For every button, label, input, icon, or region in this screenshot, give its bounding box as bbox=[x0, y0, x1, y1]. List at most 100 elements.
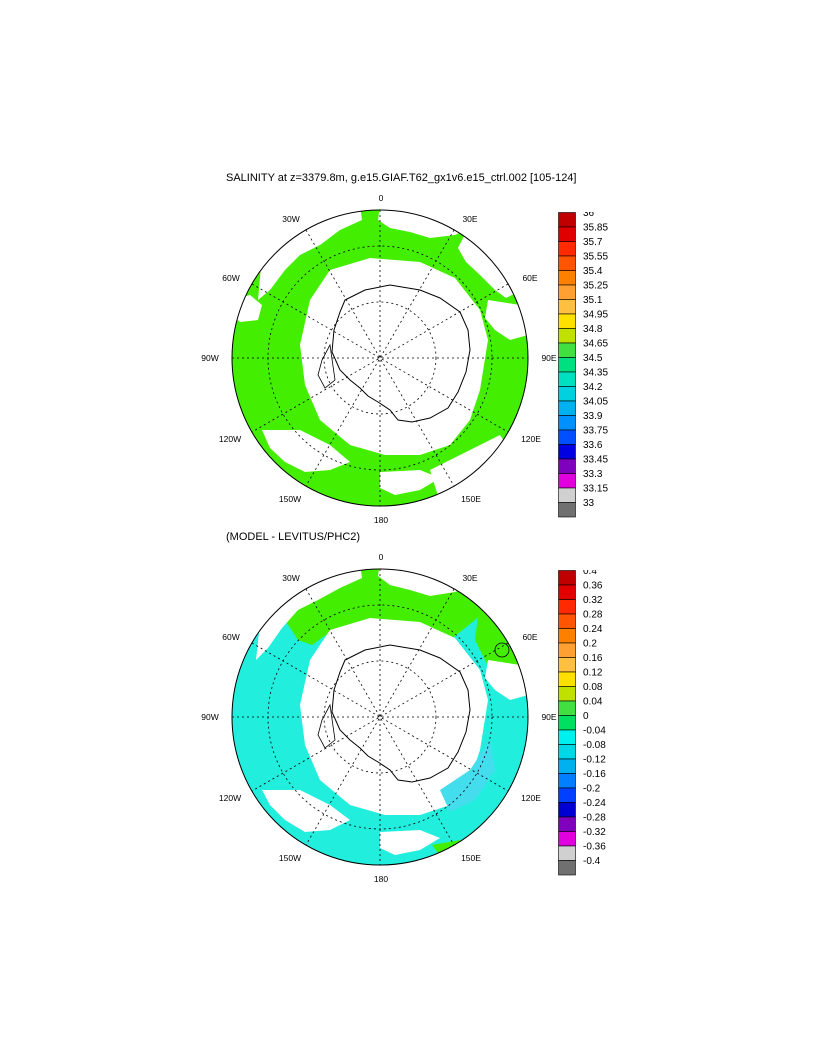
panel2-colorbar-label: -0.32 bbox=[583, 827, 606, 838]
panel1-colorbar-label: 35.85 bbox=[583, 223, 608, 234]
panel1-colorbar-swatch bbox=[558, 458, 576, 474]
p2-lon-120w: 120W bbox=[218, 793, 242, 803]
panel1-colorbar-swatch bbox=[558, 342, 576, 358]
panel2-colorbar-swatch bbox=[558, 758, 576, 774]
panel2-colorbar: 0.4 0.36 0.32 0.28 0.24 0.2 0.16 0.12 0.08 0.04 0 -… bbox=[558, 566, 628, 892]
panel1-colorbar-swatch bbox=[558, 299, 576, 315]
panel1-title: SALINITY at z=3379.8m, g.e15.GIAF.T62_gx… bbox=[226, 172, 577, 184]
panel2-colorbar-swatch bbox=[558, 628, 576, 644]
panel2-colorbar-label: 0.16 bbox=[583, 653, 603, 664]
panel2-colorbar-label: 0.24 bbox=[583, 624, 603, 635]
panel2-graticule bbox=[232, 569, 528, 865]
panel1-colorbar-label: 35.4 bbox=[583, 266, 603, 277]
panel2-colorbar-swatch bbox=[558, 613, 576, 629]
panel1-colorbar-swatch bbox=[558, 255, 576, 271]
p1-lon-150e: 150E bbox=[461, 494, 481, 504]
panel1-colorbar-label: 33.15 bbox=[583, 484, 608, 495]
panel1-colorbar-label: 33.3 bbox=[583, 469, 603, 480]
panel1-colorbar-label: 35.55 bbox=[583, 252, 608, 263]
panel2-title: (MODEL - LEVITUS/PHC2) bbox=[226, 531, 361, 543]
panel2-colorbar-label: 0 bbox=[583, 711, 589, 722]
panel1-colorbar-label: 34.5 bbox=[583, 353, 603, 364]
p1-lon-120e: 120E bbox=[521, 434, 541, 444]
p2-lon-60e: 60E bbox=[522, 632, 538, 642]
panel2-colorbar-swatch bbox=[558, 729, 576, 745]
panel1-colorbar-label: 33.9 bbox=[583, 411, 603, 422]
panel2-colorbar-swatch bbox=[558, 642, 576, 658]
p2-lon-180: 180 bbox=[373, 874, 389, 884]
panel2-colorbar-swatch bbox=[558, 831, 576, 847]
panel2-colorbar-label: -0.24 bbox=[583, 798, 606, 809]
panel2-colorbar-swatch bbox=[558, 570, 576, 586]
p1-lon-150w: 150W bbox=[278, 494, 302, 504]
panel2-colorbar-label: -0.4 bbox=[583, 856, 601, 867]
panel1-colorbar-swatch bbox=[558, 226, 576, 242]
panel2-colorbar-swatch bbox=[558, 802, 576, 818]
panel2-colorbar-label: 0.28 bbox=[583, 610, 603, 621]
p2-lon-90w: 90W bbox=[201, 712, 219, 722]
panel1-colorbar-label: 33.45 bbox=[583, 455, 608, 466]
p1-lon-0: 0 bbox=[378, 193, 384, 203]
panel1-colorbar-swatch bbox=[558, 284, 576, 300]
p2-lon-30e: 30E bbox=[462, 573, 478, 583]
panel1-colorbar-swatch bbox=[558, 313, 576, 329]
panel1-colorbar-swatch bbox=[558, 473, 576, 489]
panel2-colorbar-label: 0.08 bbox=[583, 682, 603, 693]
panel1-colorbar-label: 34.8 bbox=[583, 324, 603, 335]
panel2-difference-field bbox=[232, 569, 528, 865]
panel1-colorbar-label: 35.1 bbox=[583, 295, 603, 306]
panel1-colorbar: 36 35.85 35.7 35.55 35.4 35.25 35.1 34.95 34.8 34… bbox=[558, 208, 628, 534]
panel2-border bbox=[231, 568, 529, 866]
panel2-colorbar-label: -0.28 bbox=[583, 813, 606, 824]
panel2-colorbar-label: -0.36 bbox=[583, 842, 606, 853]
panel1-colorbar-swatch bbox=[558, 386, 576, 402]
panel1-colorbar-swatch bbox=[558, 487, 576, 503]
panel1-colorbar-label: 33 bbox=[583, 498, 595, 509]
panel2-colorbar-swatch bbox=[558, 599, 576, 615]
panel1-colorbar-swatch bbox=[558, 270, 576, 286]
panel1-colorbar-label: 36 bbox=[583, 212, 595, 219]
panel1-colorbar-swatch bbox=[558, 444, 576, 460]
panel2-colorbar-label: -0.08 bbox=[583, 740, 606, 751]
p2-lon-150w: 150W bbox=[278, 853, 302, 863]
panel1-colorbar-label: 34.2 bbox=[583, 382, 603, 393]
panel1-colorbar-label: 34.65 bbox=[583, 339, 608, 350]
p2-lon-60w: 60W bbox=[222, 632, 240, 642]
panel1-colorbar-swatch bbox=[558, 502, 576, 518]
panel1-colorbar-swatch bbox=[558, 328, 576, 344]
p2-lon-150e: 150E bbox=[461, 853, 481, 863]
panel1-colorbar-label: 34.05 bbox=[583, 397, 608, 408]
panel2-colorbar-label: -0.12 bbox=[583, 755, 606, 766]
panel2-colorbar-label: 0.04 bbox=[583, 697, 603, 708]
panel1-colorbar-label: 33.6 bbox=[583, 440, 603, 451]
panel1-salinity-field bbox=[232, 210, 528, 506]
p2-lon-0: 0 bbox=[378, 552, 384, 562]
panel2-colorbar-label: -0.16 bbox=[583, 769, 606, 780]
p1-lon-30e: 30E bbox=[462, 214, 478, 224]
panel2-colorbar-swatch bbox=[558, 744, 576, 760]
panel1-colorbar-swatch bbox=[558, 357, 576, 373]
panel1-colorbar-label: 33.75 bbox=[583, 426, 608, 437]
panel2-colorbar-label: 0.12 bbox=[583, 668, 603, 679]
panel1-colorbar-swatch bbox=[558, 212, 576, 228]
panel1-colorbar-swatch bbox=[558, 415, 576, 431]
panel2-colorbar-label: 0.36 bbox=[583, 581, 603, 592]
panel2-colorbar-label: 0.32 bbox=[583, 595, 603, 606]
panel1-colorbar-swatch bbox=[558, 400, 576, 416]
panel1-colorbar-svg: 36 35.85 35.7 35.55 35.4 35.25 35.1 34.95 34.8 34… bbox=[558, 208, 608, 518]
panel2-colorbar-swatch bbox=[558, 700, 576, 716]
panel1-colorbar-label: 35.7 bbox=[583, 237, 603, 248]
panel2-colorbar-label: 0.4 bbox=[583, 570, 597, 577]
p2-lon-30w: 30W bbox=[282, 573, 300, 583]
panel2-colorbar-swatch bbox=[558, 657, 576, 673]
panel2-colorbar-swatch bbox=[558, 845, 576, 861]
panel1-colorbar-swatch bbox=[558, 241, 576, 257]
panel2-colorbar-label: -0.04 bbox=[583, 726, 606, 737]
panel1-colorbar-label: 34.35 bbox=[583, 368, 608, 379]
p1-lon-60w: 60W bbox=[222, 273, 240, 283]
panel2-colorbar-swatch bbox=[558, 816, 576, 832]
panel1-colorbar-swatch bbox=[558, 429, 576, 445]
panel2-colorbar-swatch bbox=[558, 860, 576, 876]
p1-lon-30w: 30W bbox=[282, 214, 300, 224]
